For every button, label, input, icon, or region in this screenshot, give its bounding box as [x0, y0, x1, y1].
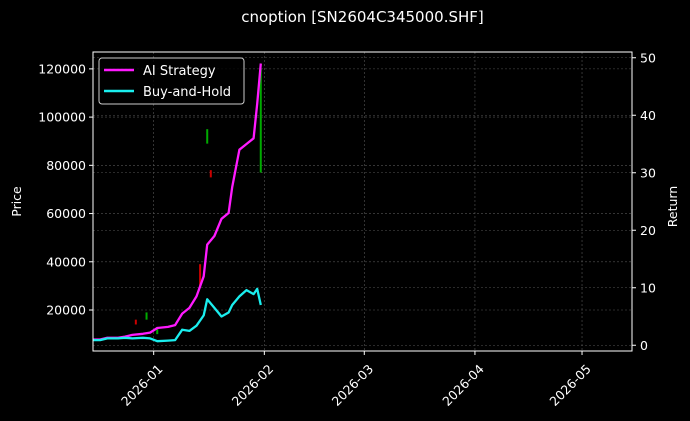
right-tick-label: 0 — [640, 338, 648, 353]
chart-title: cnoption [SN2604C345000.SHF] — [241, 8, 484, 26]
right-axis-label: Return — [665, 186, 680, 227]
series-line-ai-strategy — [93, 63, 262, 341]
candlesticks — [134, 68, 262, 335]
legend-label: Buy-and-Hold — [143, 85, 231, 100]
candlestick — [209, 170, 212, 178]
left-axis-label: Price — [9, 186, 24, 217]
series-line-buy-and-hold — [93, 287, 262, 343]
right-tick-label: 40 — [640, 108, 656, 123]
legend: AI Strategy Buy-and-Hold — [98, 57, 245, 105]
candlestick — [199, 264, 202, 286]
left-tick-label: 40000 — [46, 254, 86, 269]
right-y-axis: 0 10 20 30 40 50 Return — [632, 50, 680, 353]
x-axis: 2026-01 2026-02 2026-03 2026-04 2026-05 — [118, 351, 594, 409]
right-tick-label: 50 — [640, 50, 656, 65]
candlestick — [145, 312, 148, 320]
x-tick-label: 2026-04 — [439, 361, 487, 409]
x-tick-label: 2026-01 — [118, 361, 166, 409]
x-tick-label: 2026-02 — [229, 361, 277, 409]
x-tick-label: 2026-03 — [329, 361, 377, 409]
candlestick — [259, 68, 262, 173]
right-tick-label: 30 — [640, 165, 656, 180]
left-tick-label: 20000 — [46, 303, 86, 318]
candlestick — [206, 129, 209, 144]
x-tick-label: 2026-05 — [546, 361, 594, 409]
candlestick — [156, 326, 159, 335]
plot-frame — [92, 51, 633, 352]
left-y-axis: 20000 40000 60000 80000 100000 120000 Price — [9, 61, 93, 318]
left-tick-label: 120000 — [38, 61, 86, 76]
legend-label: AI Strategy — [143, 64, 216, 79]
left-tick-label: 60000 — [46, 206, 86, 221]
left-tick-label: 80000 — [46, 158, 86, 173]
candlestick — [134, 319, 137, 325]
right-tick-label: 20 — [640, 223, 656, 238]
left-tick-label: 100000 — [38, 110, 86, 125]
right-tick-label: 10 — [640, 280, 656, 295]
